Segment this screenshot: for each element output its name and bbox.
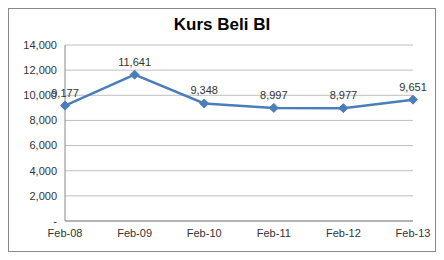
svg-text:8,000: 8,000 (29, 114, 57, 126)
svg-text:9,651: 9,651 (399, 81, 427, 93)
html-text:Kurs Beli BI: Kurs Beli BI (173, 15, 271, 34)
svg-text:Feb-11: Feb-11 (257, 227, 291, 239)
svg-text:4,000: 4,000 (29, 165, 57, 177)
svg-text:14,000: 14,000 (23, 39, 57, 51)
svg-text:10,000: 10,000 (23, 89, 57, 102)
svg-text:Feb-08: Feb-08 (48, 227, 83, 239)
svg-text:2,000: 2,000 (29, 190, 57, 202)
svg-text:8,997: 8,997 (260, 89, 288, 101)
svg-text:Feb-12: Feb-12 (326, 227, 361, 239)
svg-text:9,177: 9,177 (51, 87, 79, 99)
svg-text:Feb-09: Feb-09 (117, 227, 152, 239)
svg-text:6,000: 6,000 (29, 139, 57, 151)
svg-text:12,000: 12,000 (23, 64, 57, 76)
svg-text:11,641: 11,641 (118, 56, 151, 68)
svg-text:Feb-10: Feb-10 (187, 227, 222, 239)
svg-text:-: - (53, 215, 57, 227)
svg-text:8,977: 8,977 (330, 89, 358, 101)
svg-text:9,348: 9,348 (190, 84, 218, 96)
svg-text:Feb-13: Feb-13 (396, 227, 431, 239)
